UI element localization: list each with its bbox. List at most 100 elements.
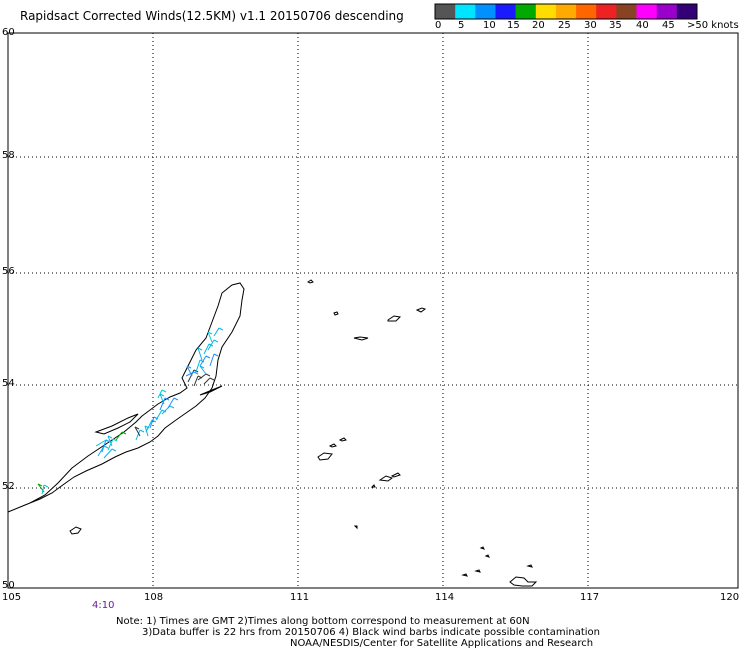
- wind-barb-flag: [144, 425, 150, 429]
- legend-swatch: [475, 4, 496, 19]
- wind-barb-flag: [213, 339, 219, 343]
- legend-label: >50 knots: [687, 20, 739, 31]
- wind-barb: [187, 369, 195, 383]
- wind-barb-flag: [164, 397, 170, 401]
- shore-inlet: [199, 385, 223, 396]
- legend-label: 25: [558, 20, 571, 31]
- wind-barb-flag: [112, 438, 118, 442]
- wind-barb-flag: [199, 359, 205, 363]
- wind-barb-flag: [121, 431, 127, 435]
- legend-swatch: [455, 4, 476, 19]
- legend-swatch: [596, 4, 617, 19]
- wind-barb-flag: [199, 365, 205, 369]
- legend-swatch: [555, 4, 577, 19]
- lat-label-56: 56: [2, 266, 15, 277]
- wind-barb: [159, 393, 165, 405]
- lon-label-108: 108: [144, 592, 164, 603]
- small-lakes: [69, 279, 538, 587]
- legend-label: 40: [636, 20, 649, 31]
- lon-label-111: 111: [290, 592, 310, 603]
- wind-barb: [144, 425, 149, 437]
- legend-swatch: [676, 4, 698, 19]
- legend-label: 30: [584, 20, 597, 31]
- wind-barb-flag: [207, 331, 213, 335]
- wind-barb: [115, 431, 123, 441]
- olkhon-outline: [94, 413, 139, 435]
- wind-barb-flag: [186, 365, 192, 369]
- wind-barb: [135, 429, 141, 441]
- wind-barb-flag: [197, 375, 203, 379]
- legend-swatch: [515, 4, 537, 19]
- wind-barb-flag: [205, 355, 211, 359]
- lake-baikal-outline: [7, 282, 245, 513]
- color-legend-bar: [434, 3, 698, 20]
- wind-barb: [207, 339, 215, 351]
- legend-label: 15: [507, 20, 520, 31]
- wind-barb: [95, 439, 107, 447]
- wind-barb: [207, 331, 213, 343]
- note-line-1: Note: 1) Times are GMT 2)Times along bot…: [116, 616, 530, 627]
- wind-barb: [197, 347, 203, 361]
- legend-swatch: [495, 4, 517, 19]
- wind-barbs: [37, 327, 224, 495]
- wind-barb: [41, 484, 45, 495]
- wind-barb-flag: [134, 426, 140, 430]
- wind-barb: [195, 359, 201, 373]
- wind-barb: [155, 409, 163, 421]
- note-line-2: 3)Data buffer is 22 hrs from 20150706 4)…: [142, 627, 600, 638]
- legend-label: 20: [532, 20, 545, 31]
- lon-label-117: 117: [580, 592, 600, 603]
- wind-barb: [107, 438, 114, 451]
- legend-label: 10: [483, 20, 496, 31]
- legend-swatch: [636, 4, 658, 19]
- wind-barb: [101, 439, 107, 453]
- map-title: Rapidsact Corrected Winds(12.5KM) v1.1 2…: [20, 9, 404, 23]
- gridlines: [8, 33, 738, 588]
- wind-barb-flag: [161, 389, 167, 393]
- legend-swatch: [535, 4, 557, 19]
- wind-barb-flag: [193, 371, 199, 375]
- legend-label: 5: [458, 20, 465, 31]
- wind-barb-flag: [43, 484, 49, 488]
- wind-barb: [199, 365, 207, 375]
- wind-barb-flag: [105, 439, 111, 443]
- wind-barb-flag: [218, 327, 224, 331]
- wind-barb: [149, 416, 155, 429]
- legend-swatch: [576, 4, 597, 19]
- legend-label: 35: [609, 20, 622, 31]
- wind-barb: [213, 327, 220, 337]
- legend-outline: [434, 3, 698, 20]
- wind-barb-flag: [107, 435, 113, 439]
- legend-label: 0: [435, 20, 442, 31]
- wind-barb-flag: [169, 405, 175, 409]
- wind-barb: [199, 355, 207, 367]
- wind-barb-flag: [205, 373, 211, 377]
- legend-swatch: [656, 4, 678, 19]
- wind-barb: [134, 426, 141, 437]
- lat-label-58: 58: [2, 150, 15, 161]
- lat-label-60: 60: [2, 27, 15, 38]
- lat-label-52: 52: [2, 481, 15, 492]
- wind-barb: [193, 375, 199, 387]
- legend-label: 45: [662, 20, 675, 31]
- legend-swatch: [435, 4, 456, 19]
- time-label: 4:10: [92, 600, 115, 611]
- plot-frame: [7, 32, 739, 589]
- wind-barb: [145, 419, 153, 433]
- lon-label-120: 120: [720, 592, 740, 603]
- wind-barb-flag: [111, 448, 117, 452]
- wind-barb-flag: [103, 445, 109, 449]
- wind-barb-flag: [197, 347, 203, 351]
- wind-barb: [185, 371, 195, 377]
- wind-barb-flag: [161, 409, 167, 413]
- legend-swatch: [616, 4, 638, 19]
- wind-barb: [203, 377, 211, 385]
- lon-label-114: 114: [435, 592, 455, 603]
- wind-barb: [186, 365, 193, 377]
- wind-barb-flag: [213, 353, 219, 357]
- wind-barb-flag: [173, 397, 179, 401]
- wind-barb: [159, 397, 166, 411]
- wind-barb-flag: [159, 393, 165, 397]
- lon-label-105: 105: [2, 592, 22, 603]
